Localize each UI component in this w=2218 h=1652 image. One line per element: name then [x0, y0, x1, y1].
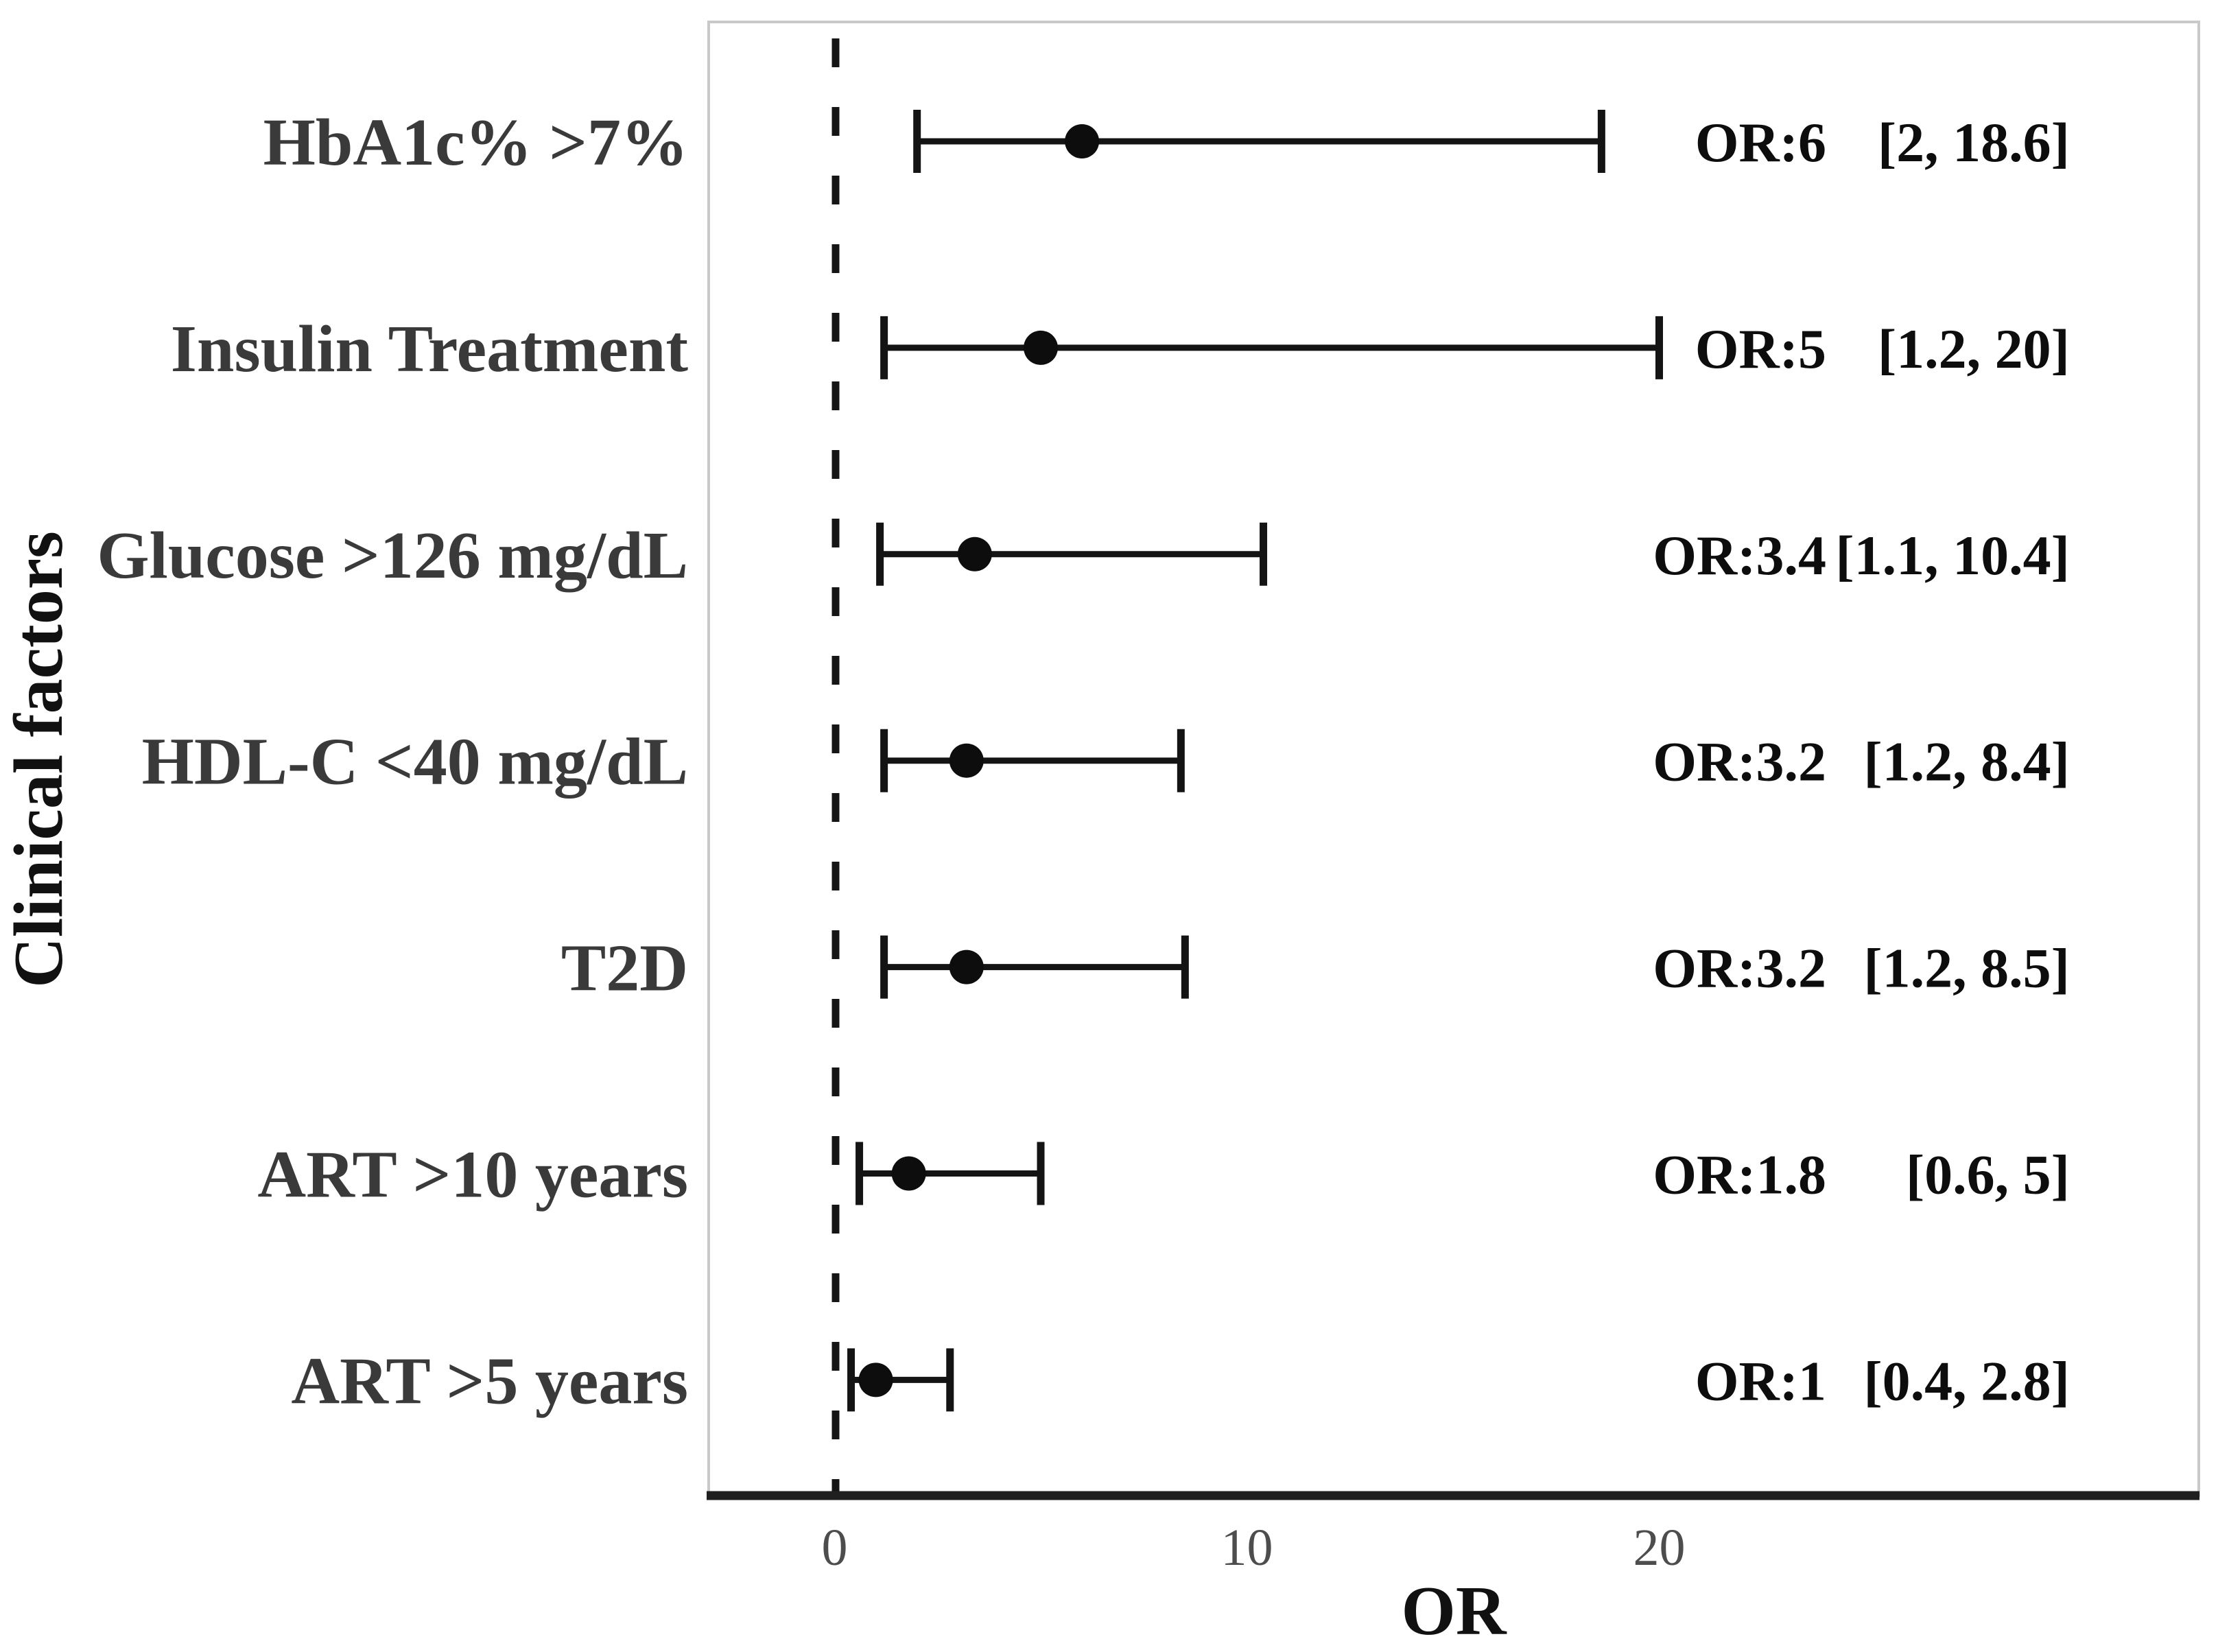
category-label: ART >5 years: [291, 1344, 688, 1418]
forest-row: [876, 522, 1268, 586]
y-axis-title: Clinical factors: [0, 531, 78, 988]
annotation-confidence-interval: [1.1, 10.4]: [1835, 524, 2070, 587]
annotation-or-value: OR:3.4: [1653, 524, 1826, 587]
annotation-confidence-interval: [0.6, 5]: [1906, 1144, 2070, 1206]
or-point: [949, 743, 984, 778]
annotation-or-value: OR:1.8: [1653, 1144, 1826, 1206]
x-axis-title: OR: [1402, 1572, 1507, 1650]
forest-row: [847, 1348, 954, 1412]
forest-row: [880, 935, 1189, 999]
annotation-or-value: OR:6: [1695, 111, 1826, 174]
or-point: [957, 536, 992, 571]
annotation-confidence-interval: [1.2, 20]: [1878, 318, 2070, 380]
annotation-or-value: OR:3.2: [1653, 731, 1826, 793]
or-point: [1024, 330, 1058, 365]
category-label: HbA1c% >7%: [263, 106, 688, 180]
x-tick-label: 10: [1221, 1519, 1273, 1577]
category-label: ART >10 years: [257, 1138, 688, 1212]
category-label: T2D: [561, 932, 688, 1006]
annotations-layer: OR:6 [2, 18.6] OR:5 [1.2, 20] OR:3.4 [1.1, 10…: [1653, 111, 2070, 1412]
or-point: [1065, 124, 1100, 158]
or-point: [949, 949, 984, 984]
forest-row: [856, 1142, 1045, 1205]
or-point: [891, 1156, 926, 1191]
annotation-confidence-interval: [1.2, 8.5]: [1863, 937, 2070, 1000]
annotation-or-value: OR:1: [1695, 1349, 1826, 1412]
forest-row: [913, 110, 1605, 173]
annotation-or-value: OR:5: [1695, 318, 1826, 380]
category-label: HDL-C <40 mg/dL: [142, 725, 688, 799]
category-label: Glucose >126 mg/dL: [97, 519, 688, 593]
annotation-confidence-interval: [2, 18.6]: [1878, 111, 2070, 174]
x-tick-labels-layer: 0 10 20: [822, 1519, 1686, 1577]
forest-row: [880, 729, 1185, 792]
category-label: Insulin Treatment: [171, 312, 689, 386]
annotation-or-value: OR:3.2: [1653, 937, 1826, 1000]
forest-row: [880, 316, 1663, 379]
annotation-confidence-interval: [1.2, 8.4]: [1863, 731, 2070, 793]
category-labels-layer: HbA1c% >7% Insulin Treatment Glucose >126 …: [97, 106, 688, 1418]
x-tick-label: 0: [822, 1519, 848, 1577]
forest-rows-layer: [847, 110, 1663, 1412]
or-point: [858, 1362, 893, 1397]
x-tick-label: 20: [1633, 1519, 1686, 1577]
annotation-confidence-interval: [0.4, 2.8]: [1863, 1349, 2070, 1412]
